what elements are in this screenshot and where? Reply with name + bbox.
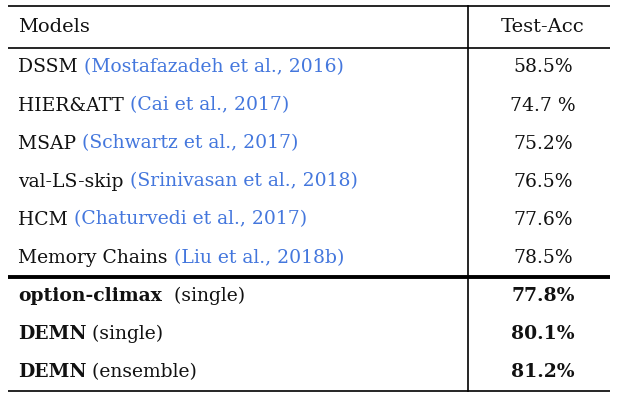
Text: DEMN: DEMN	[18, 325, 87, 343]
Text: 75.2%: 75.2%	[513, 135, 573, 152]
Text: 78.5%: 78.5%	[513, 249, 573, 267]
Text: Models: Models	[18, 18, 90, 36]
Text: 74.7 %: 74.7 %	[510, 97, 576, 115]
Text: 81.2%: 81.2%	[511, 363, 575, 380]
Text: (Chaturvedi et al., 2017): (Chaturvedi et al., 2017)	[74, 211, 307, 228]
Text: 77.8%: 77.8%	[511, 287, 575, 304]
Text: (Srinivasan et al., 2018): (Srinivasan et al., 2018)	[130, 173, 357, 191]
Text: Test-Acc: Test-Acc	[501, 18, 585, 36]
Text: 58.5%: 58.5%	[513, 59, 573, 76]
Text: DEMN: DEMN	[18, 363, 87, 380]
Text: 80.1%: 80.1%	[511, 325, 575, 343]
Text: HCM: HCM	[18, 211, 74, 228]
Text: (Liu et al., 2018b): (Liu et al., 2018b)	[174, 249, 344, 267]
Text: (Schwartz et al., 2017): (Schwartz et al., 2017)	[82, 135, 298, 152]
Text: 77.6%: 77.6%	[514, 211, 573, 228]
Text: val-LS-skip: val-LS-skip	[18, 173, 130, 191]
Text: (ensemble): (ensemble)	[87, 363, 197, 380]
Text: (Mostafazadeh et al., 2016): (Mostafazadeh et al., 2016)	[83, 59, 344, 76]
Text: HIER&ATT: HIER&ATT	[18, 97, 130, 115]
Text: Memory Chains: Memory Chains	[18, 249, 174, 267]
Text: MSAP: MSAP	[18, 135, 82, 152]
Text: option-climax: option-climax	[18, 287, 162, 304]
Text: DSSM: DSSM	[18, 59, 83, 76]
Text: (single): (single)	[87, 324, 164, 343]
Text: (Cai et al., 2017): (Cai et al., 2017)	[130, 97, 289, 115]
Text: (single): (single)	[162, 287, 245, 305]
Text: 76.5%: 76.5%	[514, 173, 573, 191]
